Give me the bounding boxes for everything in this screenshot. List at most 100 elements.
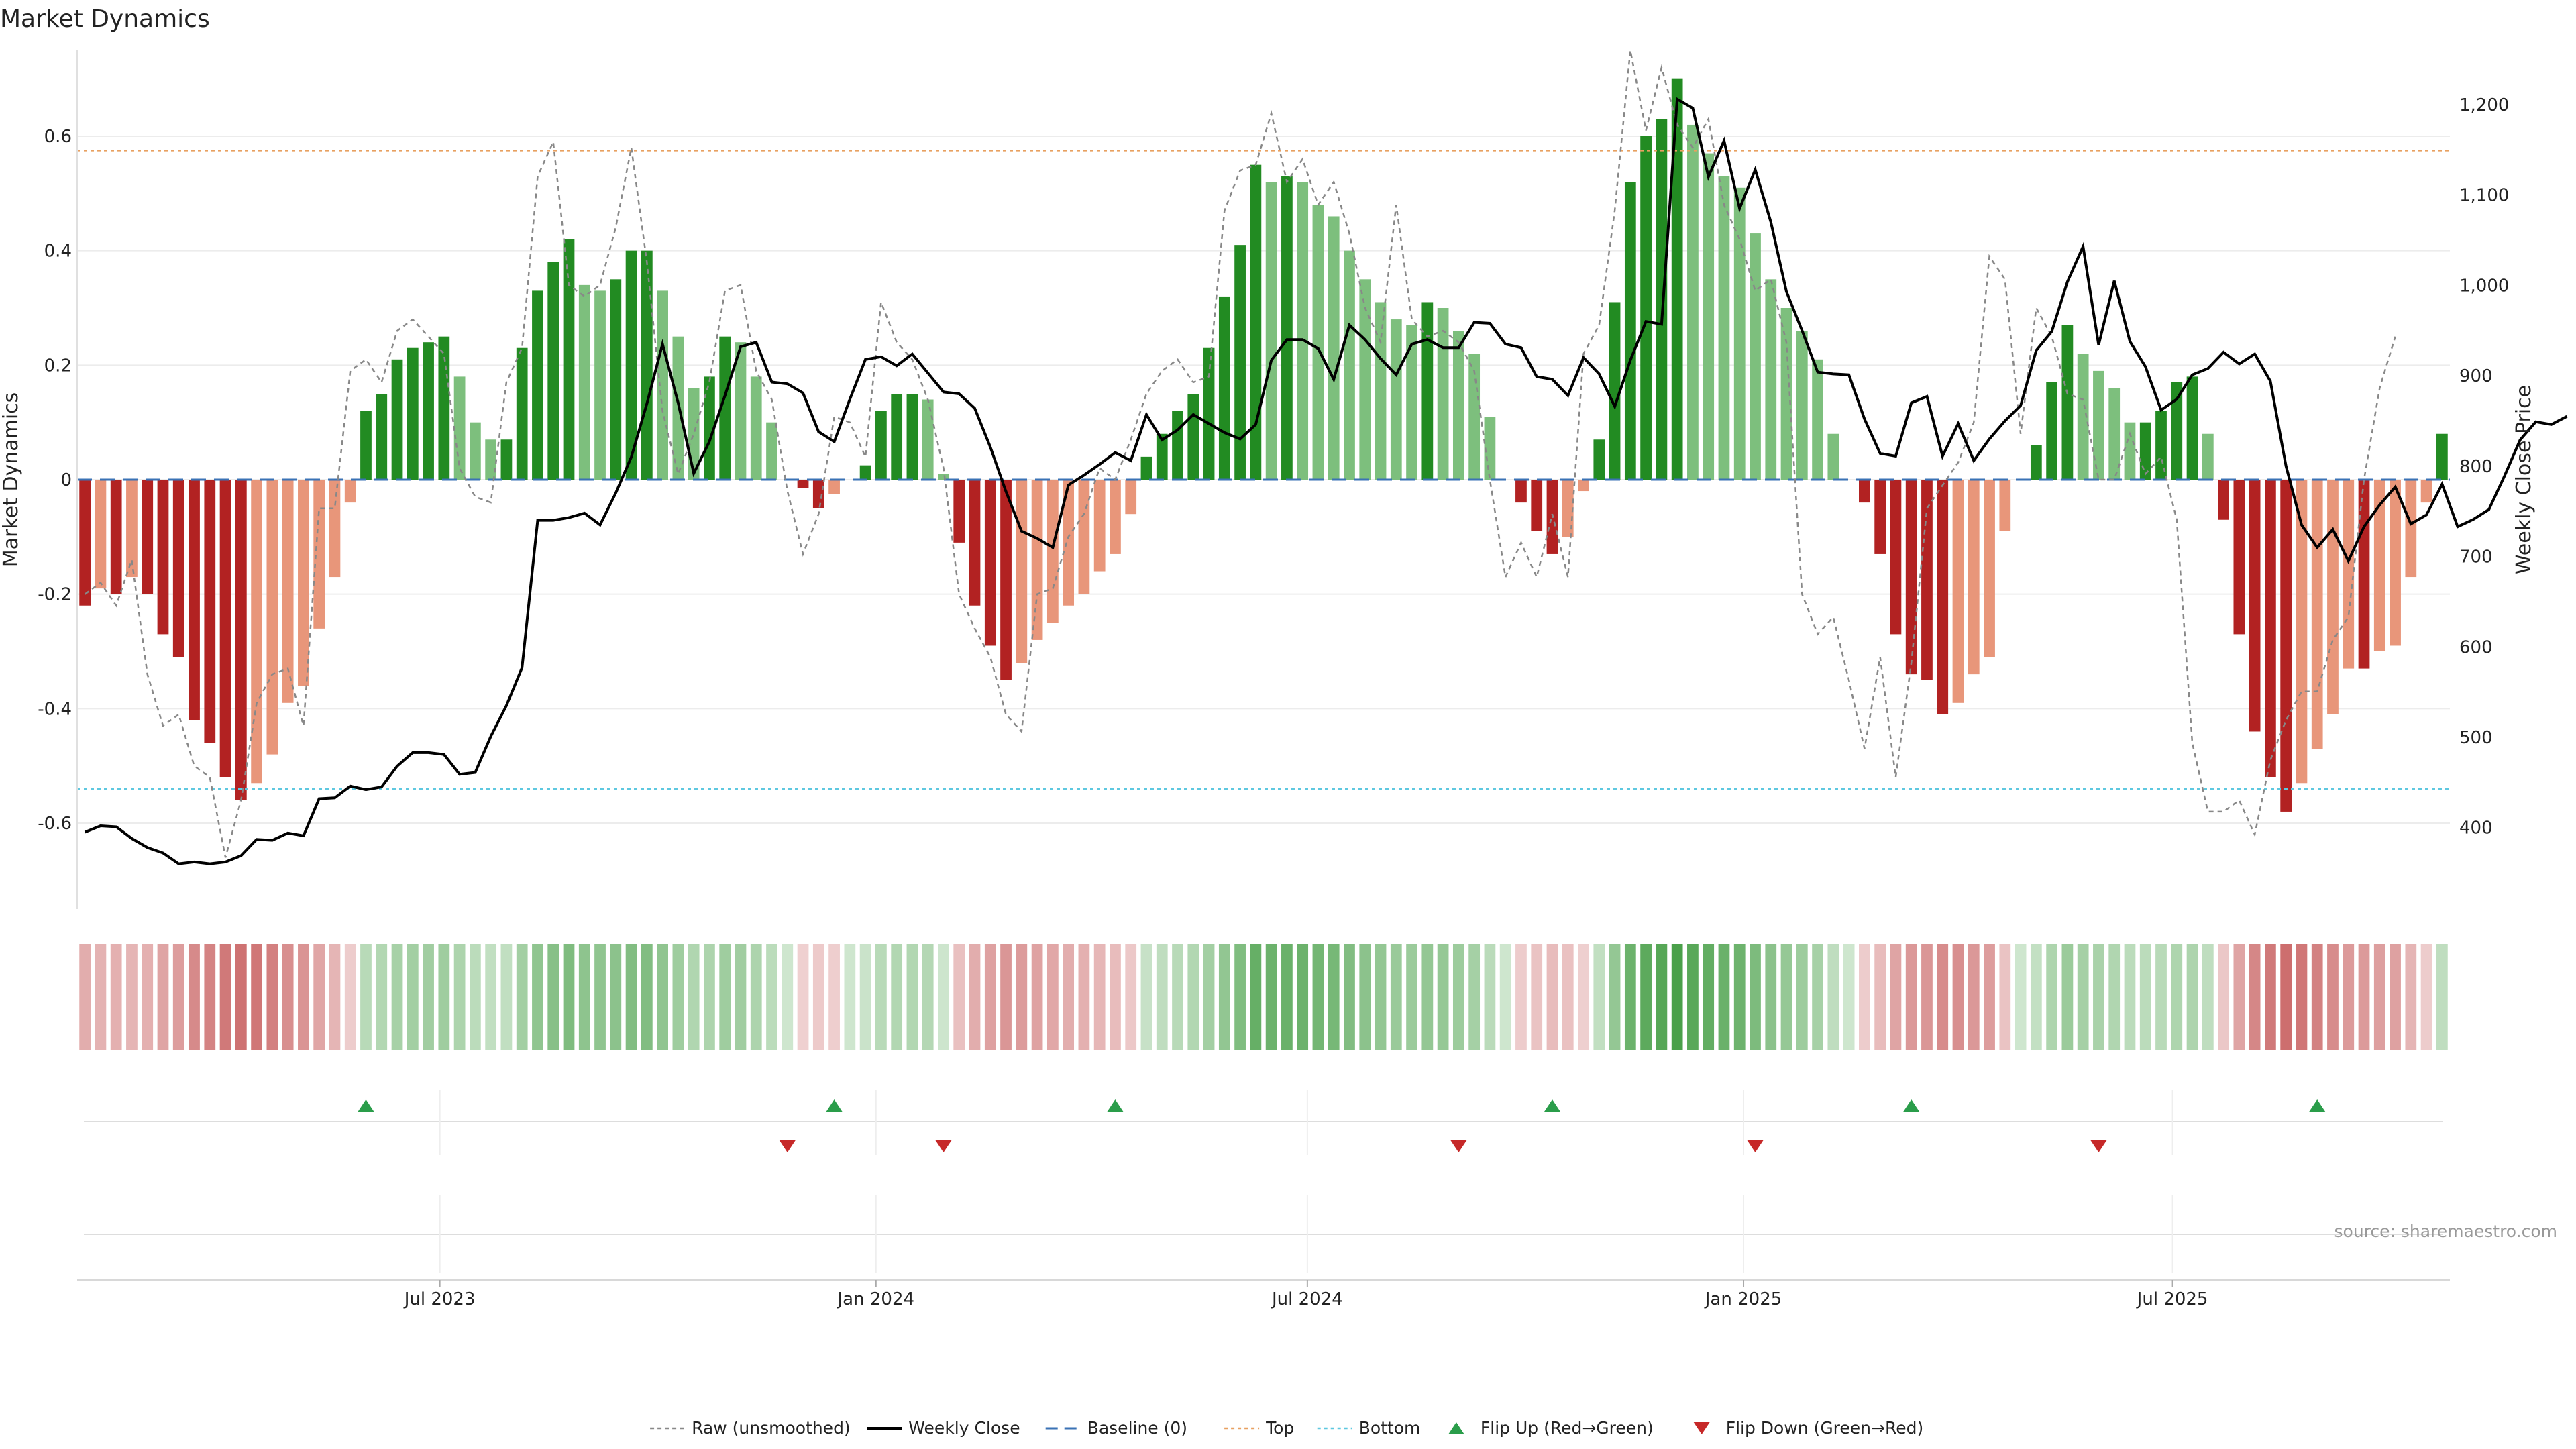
momentum-bar <box>594 290 606 480</box>
axes-layer: 0.6 0.4 0.2 0 -0.2 -0.4 -0.6 1,200 1,100 1,000 900… <box>38 50 2509 909</box>
momentum-bar <box>1406 325 1417 480</box>
momentum-bar <box>1437 308 1449 480</box>
momentum-bar <box>1812 359 1823 480</box>
momentum-bar <box>610 279 622 480</box>
momentum-bar <box>1999 480 2011 531</box>
heat-cell <box>1937 944 1949 1050</box>
heat-cell <box>2343 944 2355 1050</box>
right-axis-label: Weekly Close Price <box>2512 385 2536 574</box>
momentum-bar <box>2436 433 2448 480</box>
heat-cell <box>704 944 715 1050</box>
heat-cell <box>2046 944 2057 1050</box>
right-tick-label: 1,200 <box>2459 95 2509 115</box>
momentum-bar <box>1344 250 1355 480</box>
chart-title: Market Dynamics <box>0 5 210 33</box>
heat-cell <box>1265 944 1277 1050</box>
heat-cell <box>500 944 513 1050</box>
momentum-bar <box>172 480 184 657</box>
momentum-bar <box>1110 480 1121 554</box>
momentum-bar <box>2280 480 2292 812</box>
momentum-bar <box>2343 480 2355 669</box>
heat-cell <box>1984 944 1995 1050</box>
momentum-bar <box>1421 302 1434 480</box>
heat-cell <box>126 944 138 1050</box>
momentum-bar <box>1968 480 1980 675</box>
momentum-bar <box>2171 382 2183 480</box>
momentum-bar <box>2030 445 2042 480</box>
heat-cell <box>516 944 528 1050</box>
legend-label: Bottom <box>1359 1418 1421 1438</box>
momentum-bar <box>1750 233 1761 480</box>
right-tick-label: 900 <box>2459 366 2493 386</box>
heat-cell <box>1843 944 1855 1050</box>
momentum-bar <box>1874 480 1886 554</box>
heat-cell <box>1172 944 1183 1050</box>
heat-cell <box>1999 944 2011 1050</box>
momentum-bar <box>79 480 91 606</box>
heat-cell <box>1156 944 1168 1050</box>
legend-label: Flip Down (Green→Red) <box>1726 1418 1924 1438</box>
heat-cell <box>641 944 653 1050</box>
heat-cell <box>610 944 622 1050</box>
heat-cell <box>407 944 419 1050</box>
heat-cell <box>1016 944 1028 1050</box>
heat-cell <box>1671 944 1683 1050</box>
momentum-bar <box>1203 347 1215 480</box>
momentum-bar <box>735 342 747 480</box>
lines-layer <box>77 50 2568 865</box>
momentum-bar <box>2296 480 2308 784</box>
heat-cell <box>1046 944 1059 1050</box>
heat-cell <box>142 944 154 1050</box>
heat-cell <box>797 944 809 1050</box>
heat-cell <box>735 944 747 1050</box>
x-tick-label: Jul 2024 <box>1271 1289 1343 1309</box>
heat-cell <box>1375 944 1387 1050</box>
legend-label: Raw (unsmoothed) <box>692 1418 851 1438</box>
heat-cell <box>219 944 231 1050</box>
heat-cell <box>1437 944 1449 1050</box>
heat-cell <box>1905 944 1917 1050</box>
momentum-bar <box>766 422 777 480</box>
flip-up-marker <box>1107 1099 1124 1112</box>
heat-cell <box>2030 944 2042 1050</box>
x-tick-label: Jan 2025 <box>1704 1289 1782 1309</box>
momentum-bar <box>189 480 200 720</box>
legend: Raw (unsmoothed) Weekly Close Baseline (0)… <box>650 1418 1923 1438</box>
momentum-bar <box>969 480 981 606</box>
momentum-bar <box>329 480 341 578</box>
right-tick-label: 1,000 <box>2459 276 2509 296</box>
heat-cell <box>563 944 575 1050</box>
heat-cell <box>984 944 996 1050</box>
heat-cell <box>453 944 466 1050</box>
momentum-bar <box>953 480 965 543</box>
momentum-bar <box>1531 480 1543 531</box>
heat-cell <box>157 944 169 1050</box>
momentum-bar <box>2233 480 2245 635</box>
heat-cell <box>79 944 91 1050</box>
flip-up-marker <box>358 1099 374 1112</box>
momentum-bar <box>922 399 934 480</box>
heat-cell <box>1750 944 1761 1050</box>
momentum-bar <box>2155 411 2167 480</box>
heat-cell <box>1344 944 1355 1050</box>
legend-flip-up-swatch <box>1448 1422 1464 1434</box>
heat-cell <box>110 944 122 1050</box>
heat-cell <box>1110 944 1121 1050</box>
heat-cell <box>2436 944 2448 1050</box>
legend-label: Baseline (0) <box>1087 1418 1187 1438</box>
momentum-bar <box>1624 182 1636 480</box>
momentum-bar <box>2358 480 2370 669</box>
heat-cell <box>360 944 372 1050</box>
momentum-bar <box>1671 78 1683 480</box>
momentum-bar <box>1312 205 1324 480</box>
momentum-bar <box>485 439 497 480</box>
momentum-bar <box>2046 382 2057 480</box>
momentum-bar <box>2390 480 2401 646</box>
momentum-bar <box>1046 480 1059 623</box>
heat-cell <box>2373 944 2385 1050</box>
momentum-bar <box>906 394 918 480</box>
momentum-bar <box>1733 187 1746 480</box>
legend-label: Flip Up (Red→Green) <box>1481 1418 1654 1438</box>
left-tick-label: -0.4 <box>38 699 72 719</box>
momentum-bar <box>704 376 715 480</box>
